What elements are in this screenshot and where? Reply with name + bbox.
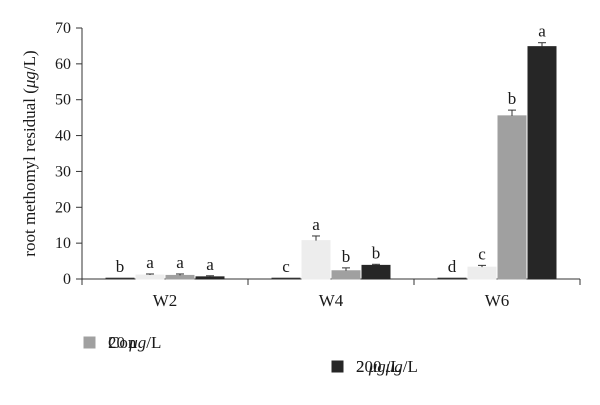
bar bbox=[105, 277, 135, 280]
legend-swatch bbox=[331, 360, 344, 373]
significance-label: c bbox=[282, 257, 290, 276]
x-category-label: W4 bbox=[319, 291, 344, 310]
bar bbox=[135, 274, 165, 280]
y-axis-label: root methomyl residual (μg/L) bbox=[20, 50, 39, 256]
significance-label: a bbox=[206, 255, 214, 274]
bar bbox=[165, 274, 195, 280]
legend: Con 2 μg/L 20 μg/L 200 μg/L bbox=[83, 333, 418, 376]
legend-label: 2 μg/L bbox=[356, 357, 401, 376]
x-category-label: W6 bbox=[485, 291, 510, 310]
bar bbox=[497, 115, 527, 280]
bar bbox=[301, 240, 331, 280]
bar bbox=[271, 277, 301, 280]
bar bbox=[361, 264, 391, 280]
bar bbox=[527, 46, 557, 280]
legend-label: Con bbox=[108, 333, 137, 352]
bars-group: b a a a c a b b d c b a bbox=[105, 22, 557, 280]
significance-label: a bbox=[146, 253, 154, 272]
significance-label: c bbox=[478, 244, 486, 263]
significance-label: b bbox=[372, 243, 381, 262]
y-tick-label: 40 bbox=[55, 128, 71, 145]
bar bbox=[195, 276, 225, 280]
significance-label: d bbox=[448, 257, 457, 276]
legend-label: 20 μg/L bbox=[108, 333, 161, 352]
legend-label: 200 μg/L bbox=[356, 357, 418, 376]
y-tick-label: 30 bbox=[55, 163, 71, 180]
y-tick-label: 60 bbox=[55, 56, 71, 73]
significance-label: b bbox=[116, 257, 125, 276]
y-tick-label: 10 bbox=[55, 235, 71, 252]
y-tick-label: 20 bbox=[55, 199, 71, 216]
y-axis: 0 10 20 30 40 50 60 70 bbox=[55, 20, 83, 288]
significance-label: a bbox=[538, 22, 546, 41]
bar bbox=[331, 270, 361, 280]
significance-label: b bbox=[508, 89, 517, 108]
bar bbox=[467, 266, 497, 280]
legend-swatch bbox=[83, 336, 96, 349]
significance-label: b bbox=[342, 247, 351, 266]
significance-label: a bbox=[312, 215, 320, 234]
x-category-label: W2 bbox=[153, 291, 178, 310]
significance-label: a bbox=[176, 253, 184, 272]
bar bbox=[437, 277, 467, 280]
x-axis: W2 W4 W6 bbox=[81, 278, 581, 310]
y-tick-label: 0 bbox=[63, 271, 71, 288]
y-tick-label: 70 bbox=[55, 20, 71, 37]
y-tick-label: 50 bbox=[55, 92, 71, 109]
